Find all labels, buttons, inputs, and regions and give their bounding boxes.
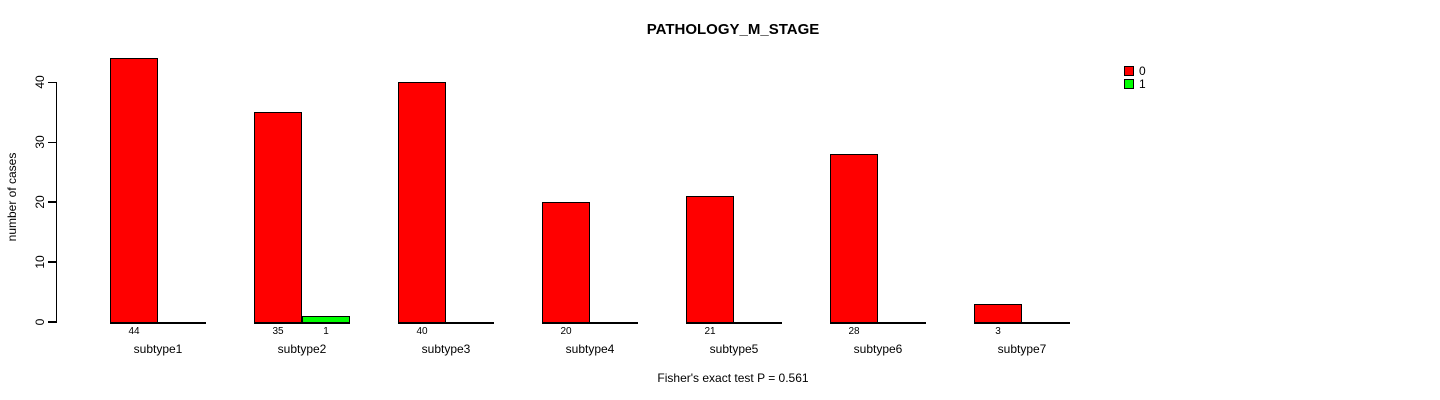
bar-series0-subtype2 (254, 112, 302, 324)
fisher-test-annotation: Fisher's exact test P = 0.561 (657, 371, 809, 385)
y-tick (47, 261, 56, 263)
legend-label-1: 1 (1139, 77, 1146, 91)
bar-value-label: 44 (128, 326, 140, 337)
y-tick-label: 30 (33, 135, 47, 149)
bar-value-label: 40 (416, 326, 428, 337)
legend-swatch-1 (1124, 79, 1134, 89)
bar-value-label: 21 (704, 326, 716, 337)
y-tick-label: 0 (33, 318, 47, 326)
legend-label-0: 0 (1139, 64, 1146, 78)
x-tick-label-subtype3: subtype3 (421, 342, 471, 356)
y-tick (47, 201, 56, 203)
y-axis-label: number of cases (5, 152, 19, 242)
x-baseline (830, 322, 926, 324)
y-tick (47, 321, 56, 323)
x-baseline (686, 322, 782, 324)
y-tick (47, 141, 56, 144)
y-tick-label: 40 (33, 75, 47, 90)
bar-value-label: 35 (272, 326, 284, 337)
bar-value-label: 3 (995, 326, 1001, 337)
x-tick-label-subtype2: subtype2 (277, 342, 327, 356)
bar-series0-subtype5 (686, 196, 734, 324)
x-baseline (398, 322, 494, 324)
y-tick-label: 20 (33, 195, 47, 209)
bar-series0-subtype4 (542, 202, 590, 324)
bar-series1-subtype2 (302, 316, 350, 324)
x-tick-label-subtype6: subtype6 (853, 342, 903, 356)
y-tick (47, 81, 56, 84)
x-baseline (974, 322, 1070, 324)
y-axis-line (55, 82, 57, 324)
chart-title: PATHOLOGY_M_STAGE (646, 21, 820, 38)
x-tick-label-subtype5: subtype5 (709, 342, 759, 356)
y-tick-label: 10 (33, 255, 47, 269)
x-tick-label-subtype7: subtype7 (997, 342, 1047, 356)
x-tick-label-subtype1: subtype1 (133, 342, 183, 356)
bar-series0-subtype7 (974, 304, 1022, 324)
x-baseline (110, 322, 206, 324)
bar-value-label: 20 (560, 326, 572, 337)
bar-series0-subtype1 (110, 58, 158, 324)
bar-value-label: 1 (323, 326, 329, 337)
legend-swatch-0 (1124, 66, 1134, 76)
bar-value-label: 28 (848, 326, 860, 337)
x-tick-label-subtype4: subtype4 (565, 342, 615, 356)
bar-series0-subtype3 (398, 82, 446, 324)
bar-series0-subtype6 (830, 154, 878, 324)
x-baseline (542, 322, 638, 324)
